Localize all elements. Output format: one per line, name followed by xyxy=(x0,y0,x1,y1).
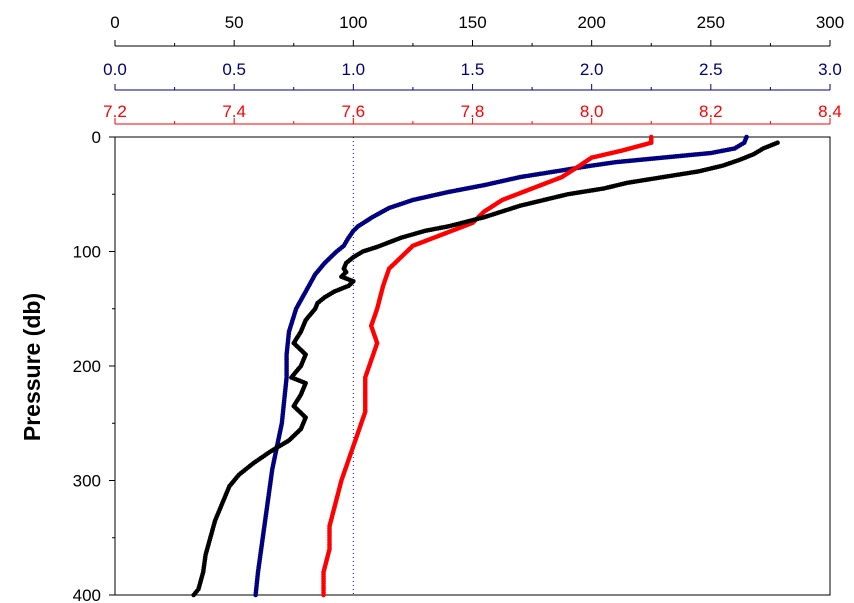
y-tick-label: 400 xyxy=(73,586,101,603)
data-point xyxy=(191,592,196,598)
axis-blue-tick-label: 2.5 xyxy=(699,60,723,79)
plot-frame xyxy=(114,136,831,596)
axis-blue-tick-label: 1.0 xyxy=(342,60,366,79)
y-tick-label: 100 xyxy=(73,243,101,262)
axis-black-tick-label: 200 xyxy=(577,13,605,32)
axis-red-tick-label: 7.6 xyxy=(342,102,366,121)
y-tick-label: 300 xyxy=(73,472,101,491)
axes-layer: 0 50 100 150 200 250 300 0.0 0.5 1.0 1.5 2.0 2.5 3.0 7… xyxy=(73,13,845,603)
axis-red-tick-label: 8.2 xyxy=(699,102,723,121)
axis-blue-tick-label: 1.5 xyxy=(461,60,485,79)
series-line-1 xyxy=(322,137,652,595)
y-tick-label: 0 xyxy=(92,128,101,147)
data-point xyxy=(253,592,258,598)
series-points-2 xyxy=(191,140,780,598)
y-axis-label: Pressure (db) xyxy=(19,293,45,441)
series-points-0 xyxy=(253,134,749,598)
axis-black-tick-label: 250 xyxy=(697,13,725,32)
axis-red-tick-label: 7.4 xyxy=(222,102,246,121)
axis-black-tick-label: 50 xyxy=(225,13,244,32)
series-layer xyxy=(191,134,780,598)
axis-blue-tick-label: 2.0 xyxy=(580,60,604,79)
data-point xyxy=(321,592,326,598)
axis-red-tick-label: 7.2 xyxy=(103,102,127,121)
axis-black-tick-label: 300 xyxy=(816,13,844,32)
axis-black-tick-label: 150 xyxy=(458,13,486,32)
axis-red-tick-label: 8.0 xyxy=(580,102,604,121)
axis-red-tick-label: 7.8 xyxy=(461,102,485,121)
axis-red-tick-label: 8.4 xyxy=(818,102,842,121)
axis-black-tick-label: 100 xyxy=(339,13,367,32)
y-tick-label: 200 xyxy=(73,357,101,376)
axis-blue-tick-label: 0.0 xyxy=(103,60,127,79)
axis-black-tick-label: 0 xyxy=(110,13,119,32)
axis-blue-tick-label: 0.5 xyxy=(222,60,246,79)
series-points-1 xyxy=(321,134,654,598)
axis-blue-tick-label: 3.0 xyxy=(818,60,842,79)
